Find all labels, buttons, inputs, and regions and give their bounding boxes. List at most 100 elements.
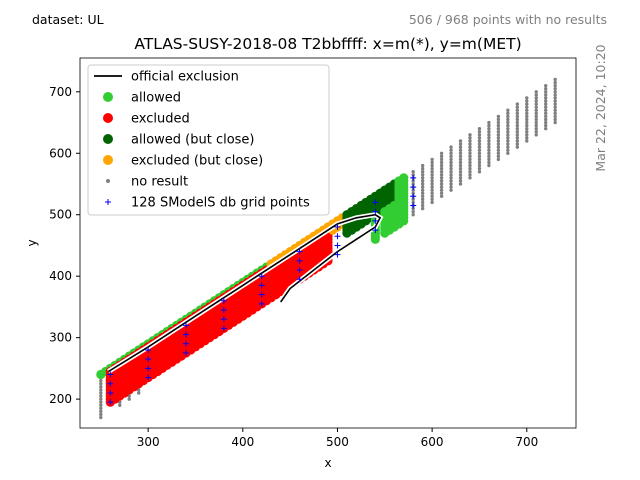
point-no-result: [487, 163, 491, 168]
point-no-result: [515, 133, 520, 137]
point-no-result: [127, 397, 131, 401]
db-grid-point: [107, 380, 114, 387]
point-no-result: [458, 179, 463, 183]
point-no-result: [515, 102, 520, 106]
point-no-result: [411, 179, 415, 183]
plot-frame: [79, 57, 577, 429]
point-no-result: [515, 145, 520, 149]
point-no-result: [487, 123, 491, 128]
legend-marker-dot: [103, 92, 113, 102]
point-no-result: [420, 179, 425, 183]
point-no-result: [544, 111, 548, 116]
point-no-result: [515, 136, 520, 140]
point-no-result: [506, 120, 510, 125]
point-no-result: [439, 163, 444, 168]
exclusion-line: [107, 213, 382, 373]
point-no-result: [411, 213, 415, 217]
x-tick-label: 700: [515, 435, 538, 449]
db-grid-point: [372, 199, 379, 206]
point-no-result: [553, 96, 557, 100]
db-grid-point: [258, 273, 265, 280]
point-no-result: [439, 173, 444, 177]
point-no-result: [430, 191, 434, 195]
point-no-result: [477, 166, 482, 171]
point-no-result: [420, 163, 425, 168]
point-no-result: [99, 406, 103, 411]
point-no-result: [496, 133, 501, 137]
point-no-result: [468, 136, 472, 140]
point-no-result: [515, 142, 520, 146]
db-grid-point: [410, 193, 417, 200]
point-no-result: [477, 163, 482, 168]
legend-marker-small-dot: [106, 179, 110, 183]
point-no-result: [544, 99, 548, 103]
point-no-result: [525, 126, 529, 131]
db-grid-point: [410, 184, 417, 191]
point-no-result: [477, 148, 482, 152]
point-no-result: [420, 188, 425, 192]
point-no-result: [553, 108, 557, 112]
legend-marker-dot: [103, 134, 113, 144]
x-tick-label: 400: [231, 435, 254, 449]
point-no-result: [99, 409, 103, 414]
point-no-result: [534, 117, 538, 122]
point-no-result: [487, 120, 491, 125]
db-grid-point: [220, 297, 227, 304]
point-no-result: [430, 157, 434, 162]
point-no-result: [534, 90, 538, 94]
point-no-result: [458, 176, 463, 180]
legend: official exclusion allowed excluded allowed…: [87, 64, 330, 216]
point-no-result: [506, 142, 510, 146]
point-no-result: [534, 99, 538, 103]
point-no-result: [449, 179, 453, 183]
point-no-result: [506, 133, 510, 137]
point-no-result: [534, 126, 538, 131]
db-grid-point: [145, 346, 152, 353]
db-grid-point: [220, 316, 227, 323]
point-no-result: [99, 391, 103, 395]
point-no-result: [496, 151, 501, 155]
point-no-result: [449, 173, 453, 177]
point-no-result: [534, 108, 538, 112]
point-no-result: [525, 120, 529, 125]
db-grid-point: [220, 306, 227, 313]
point-no-result: [544, 87, 548, 91]
point-no-result: [553, 90, 557, 94]
point-no-result: [534, 105, 538, 109]
point-no-result: [458, 148, 463, 152]
point-no-result: [430, 185, 434, 189]
point-no-result: [458, 182, 463, 186]
point-no-result: [477, 170, 482, 174]
point-no-result: [468, 170, 472, 174]
point-no-result: [449, 151, 453, 155]
point-no-result: [439, 170, 444, 174]
point-no-result: [468, 173, 472, 177]
point-no-result: [506, 111, 510, 116]
point-no-result: [525, 102, 529, 106]
point-no-result: [525, 114, 529, 119]
point-no-result: [515, 117, 520, 122]
y-tick-label: 300: [49, 331, 72, 345]
point-no-result: [99, 397, 103, 401]
point-no-result: [430, 166, 434, 171]
point-no-result: [430, 160, 434, 165]
point-no-result: [477, 151, 482, 155]
point-no-result: [515, 111, 520, 116]
point-no-result: [477, 133, 482, 137]
point-no-result: [506, 151, 510, 155]
point-no-result: [506, 139, 510, 143]
point-no-result: [420, 206, 425, 211]
point-no-result: [430, 173, 434, 177]
point-no-result: [468, 139, 472, 143]
point-no-result: [118, 403, 122, 407]
point-no-result: [420, 203, 425, 208]
point-no-result: [449, 163, 453, 168]
y-tick-label: 500: [49, 208, 72, 222]
point-no-result: [449, 145, 453, 149]
point-no-result: [477, 126, 482, 131]
point-no-result: [430, 179, 434, 183]
point-no-result: [458, 157, 463, 162]
point-no-result: [420, 176, 425, 180]
chart-title: ATLAS-SUSY-2018-08 T2bbffff: x=m(*), y=m…: [134, 35, 521, 53]
point-allowed: [399, 216, 409, 226]
